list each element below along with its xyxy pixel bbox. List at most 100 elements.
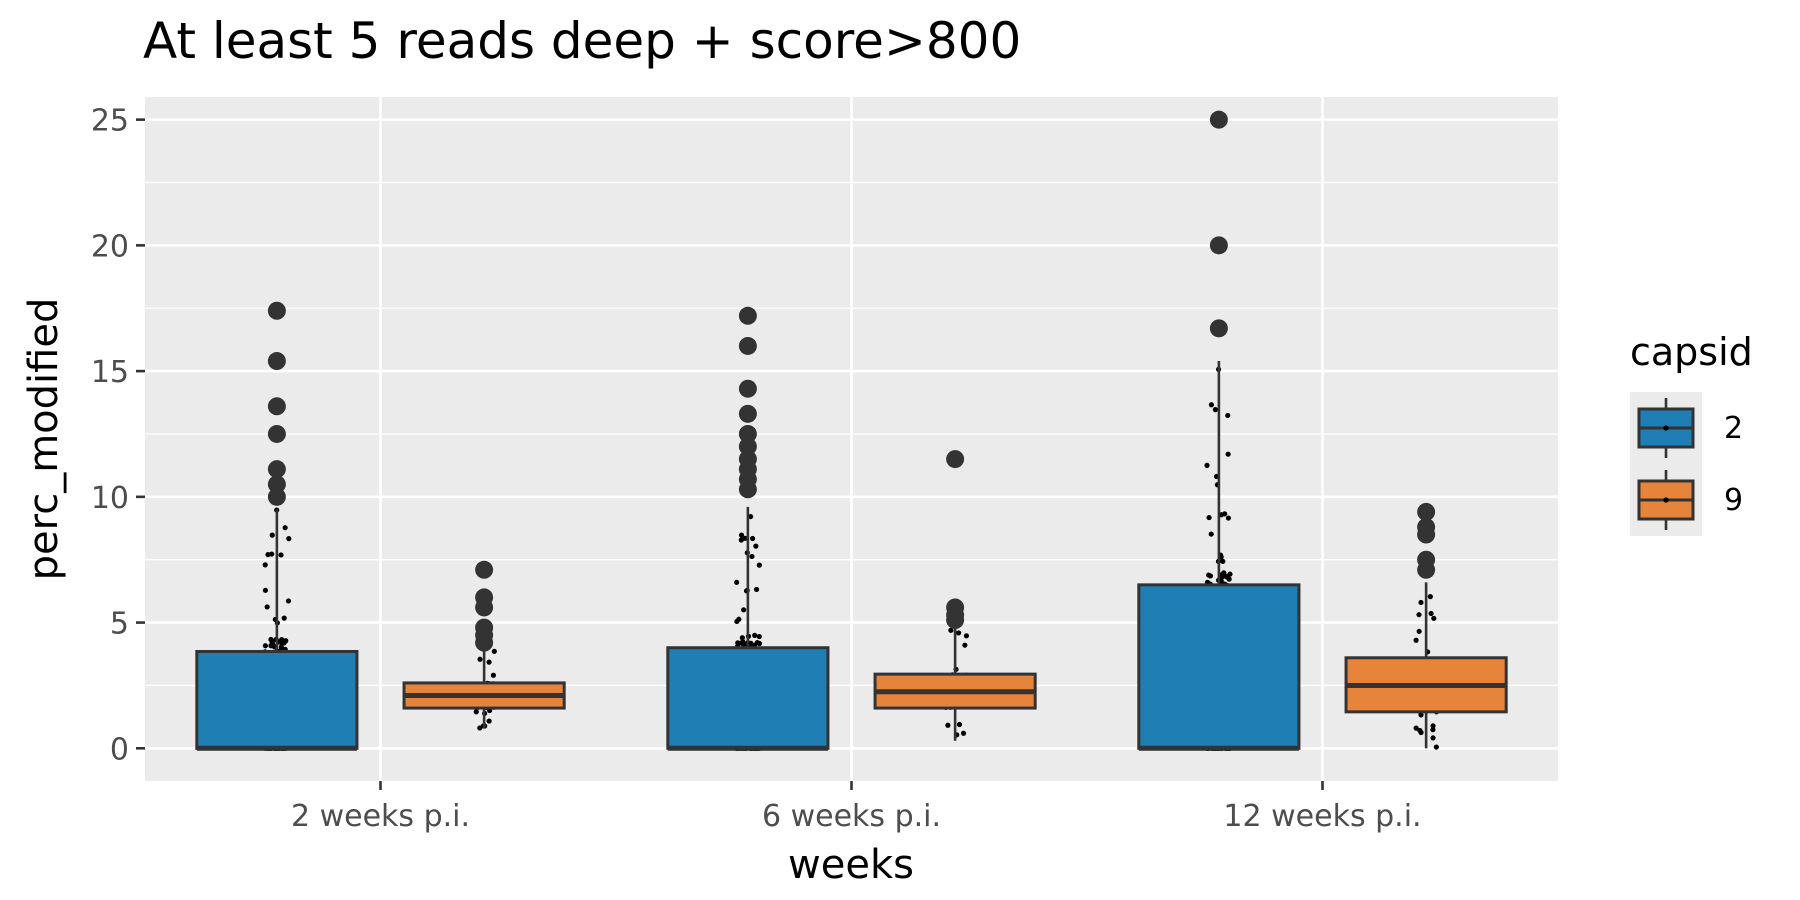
- capsid-2-2-weeks-p-i--data-point: [269, 532, 275, 538]
- capsid-2-6-weeks-p-i--outlier: [738, 450, 757, 469]
- legend-swatch-2: [1637, 398, 1695, 458]
- capsid-9-12-weeks-p-i--outlier: [1417, 502, 1436, 521]
- capsid-2-6-weeks-p-i--data-point: [734, 579, 740, 585]
- capsid-2-2-weeks-p-i--data-point: [282, 525, 288, 531]
- capsid-2-2-weeks-p-i--data-point: [262, 643, 268, 649]
- x-tick-label: 6 weeks p.i.: [762, 799, 941, 834]
- y-tick-label: 25: [91, 104, 129, 139]
- legend: capsid 2 9: [1630, 330, 1753, 536]
- y-tick-label: 15: [91, 355, 129, 390]
- legend-item-2: 2: [1630, 392, 1753, 464]
- capsid-2-6-weeks-p-i--data-point: [739, 635, 745, 641]
- capsid-2-2-weeks-p-i--box: [195, 649, 359, 750]
- capsid-2-2-weeks-p-i--outlier: [267, 301, 286, 320]
- capsid-2-2-weeks-p-i--data-point: [264, 604, 270, 610]
- legend-key-9: [1630, 464, 1702, 536]
- capsid-2-12-weeks-p-i--data-point: [1207, 573, 1214, 579]
- capsid-2-2-weeks-p-i--outlier: [267, 424, 286, 443]
- capsid-9-6-weeks-p-i--data-point: [960, 730, 967, 736]
- capsid-2-6-weeks-p-i--outlier: [738, 404, 757, 423]
- capsid-9-12-weeks-p-i--data-point: [1433, 744, 1439, 750]
- capsid-9-6-weeks-p-i--data-point: [962, 642, 968, 648]
- x-tick-label: 2 weeks p.i.: [291, 799, 470, 834]
- capsid-9-2-weeks-p-i--data-point: [486, 718, 492, 724]
- capsid-2-2-weeks-p-i--data-point: [286, 536, 292, 542]
- capsid-2-6-weeks-p-i--outlier: [738, 306, 757, 325]
- capsid-9-2-weeks-p-i--outlier: [475, 560, 494, 579]
- legend-label-2: 2: [1724, 410, 1744, 446]
- capsid-9-12-weeks-p-i--data-point: [1418, 729, 1424, 736]
- capsid-2-6-weeks-p-i--data-point: [753, 543, 759, 549]
- capsid-9-6-weeks-p-i--outlier: [946, 450, 965, 469]
- capsid-2-12-weeks-p-i--data-point: [1204, 462, 1210, 468]
- capsid-9-6-weeks-p-i--outlier: [946, 598, 965, 617]
- y-tick-label: 20: [91, 229, 129, 264]
- capsid-2-12-weeks-p-i--outlier: [1209, 110, 1228, 129]
- capsid-2-2-weeks-p-i--data-point: [262, 562, 268, 568]
- legend-point: [1663, 497, 1669, 503]
- x-axis-title: weeks: [788, 842, 914, 888]
- capsid-2-12-weeks-p-i--outlier: [1209, 236, 1228, 255]
- box-layer: [195, 110, 1508, 751]
- capsid-2-6-weeks-p-i--data-point: [738, 532, 745, 538]
- capsid-9-12-weeks-p-i--data-point: [1430, 735, 1436, 741]
- capsid-2-2-weeks-p-i--outlier: [267, 475, 286, 494]
- capsid-2-6-weeks-p-i--data-point: [740, 638, 746, 645]
- grid-layer: [145, 97, 1558, 781]
- capsid-2-6-weeks-p-i--data-point: [756, 562, 762, 568]
- capsid-2-6-weeks-p-i--data-point: [735, 640, 741, 646]
- legend-point: [1663, 425, 1669, 431]
- capsid-2-6-weeks-p-i--data-point: [734, 618, 740, 625]
- capsid-9-12-weeks-p-i--data-point: [1430, 723, 1436, 729]
- capsid-2-2-weeks-p-i--data-point: [285, 598, 292, 604]
- capsid-9-6-weeks-p-i--data-point: [956, 721, 963, 728]
- capsid-2-6-weeks-p-i--outlier: [738, 379, 757, 398]
- capsid-2-6-weeks-p-i--data-point: [750, 535, 756, 542]
- capsid-9-12-weeks-p-i--data-point: [1416, 612, 1422, 618]
- legend-label-9: 9: [1724, 482, 1744, 518]
- capsid-9-6-weeks-p-i--data-point: [948, 627, 954, 633]
- capsid-9-12-weeks-p-i--data-point: [1416, 628, 1422, 634]
- capsid-2-2-weeks-p-i--data-point: [262, 587, 269, 593]
- capsid-2-2-weeks-p-i--outlier: [267, 460, 286, 479]
- capsid-9-2-weeks-p-i--data-point: [473, 709, 479, 715]
- capsid-9-6-weeks-p-i--data-point: [945, 722, 951, 728]
- capsid-2-12-weeks-p-i--box: [1137, 583, 1301, 750]
- legend-swatch-9: [1637, 470, 1695, 530]
- capsid-9-2-weeks-p-i--outlier: [475, 618, 494, 637]
- capsid-9-12-weeks-p-i--data-point: [1427, 594, 1433, 600]
- capsid-2-12-weeks-p-i--outlier: [1209, 319, 1228, 338]
- capsid-9-12-weeks-p-i--data-point: [1413, 725, 1419, 731]
- axis-layer: 0 5 10 15 20 25 2 weeks p.i. 6 weeks p.i. 12 wee…: [91, 104, 1422, 834]
- x-tick-label: 12 weeks p.i.: [1223, 799, 1421, 834]
- y-axis-title: perc_modified: [21, 298, 67, 581]
- capsid-9-2-weeks-p-i--outlier: [475, 588, 494, 607]
- capsid-2-2-weeks-p-i--data-point: [265, 551, 271, 558]
- capsid-2-6-weeks-p-i--outlier: [738, 424, 757, 443]
- capsid-2-6-weeks-p-i--data-point: [749, 553, 755, 560]
- capsid-9-12-weeks-p-i--outlier: [1417, 518, 1436, 537]
- capsid-2-6-weeks-p-i--data-point: [741, 607, 747, 613]
- capsid-2-2-weeks-p-i--data-point: [278, 552, 284, 558]
- capsid-2-2-weeks-p-i--data-point: [268, 636, 274, 643]
- capsid-9-6-weeks-p-i--data-point: [955, 630, 962, 636]
- capsid-9-12-weeks-p-i--data-point: [1430, 727, 1436, 733]
- capsid-2-2-weeks-p-i--data-point: [281, 615, 287, 621]
- capsid-2-12-weeks-p-i--data-point: [1208, 402, 1215, 408]
- capsid-9-12-weeks-p-i--data-point: [1428, 610, 1434, 617]
- capsid-2-2-weeks-p-i--data-point: [281, 640, 287, 646]
- capsid-2-12-weeks-p-i--data-point: [1222, 572, 1228, 579]
- capsid-2-12-weeks-p-i--data-point: [1212, 407, 1218, 413]
- capsid-2-6-weeks-p-i--data-point: [756, 640, 763, 647]
- capsid-2-6-weeks-p-i--data-point: [752, 632, 758, 638]
- capsid-9-2-weeks-p-i--data-point: [477, 656, 483, 662]
- chart-title: At least 5 reads deep + score>800: [143, 12, 1022, 70]
- capsid-2-12-weeks-p-i--data-point: [1225, 451, 1231, 457]
- legend-title: capsid: [1630, 330, 1753, 374]
- capsid-9-12-weeks-p-i--data-point: [1413, 637, 1419, 643]
- capsid-2-12-weeks-p-i--data-point: [1206, 514, 1212, 521]
- capsid-2-6-weeks-p-i--outlier: [738, 437, 757, 456]
- capsid-2-12-weeks-p-i--data-point: [1208, 531, 1214, 537]
- capsid-9-2-weeks-p-i--data-point: [490, 672, 497, 678]
